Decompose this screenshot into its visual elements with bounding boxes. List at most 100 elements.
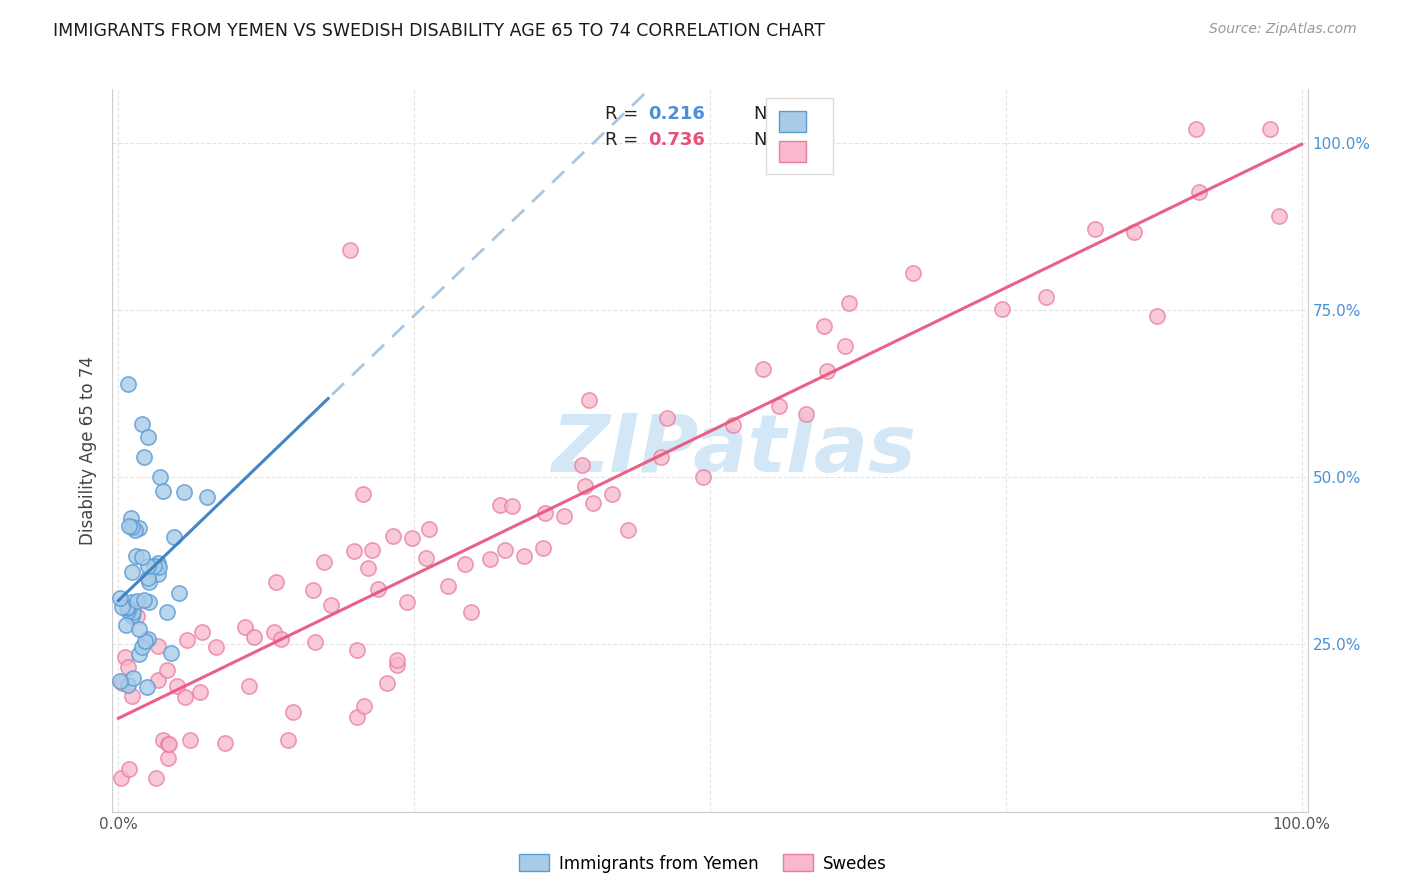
Point (134, 593, 156, 607)
Point (353, 487, 375, 501)
Point (152, 483, 174, 498)
Point (574, 479, 596, 493)
Point (117, 376, 139, 391)
Point (494, 543, 516, 558)
Point (321, 599, 343, 613)
Point (571, 458, 593, 472)
Point (357, 560, 380, 574)
Point (125, 594, 148, 608)
Text: Source: ZipAtlas.com: Source: ZipAtlas.com (1209, 22, 1357, 37)
Point (149, 470, 172, 484)
Point (131, 640, 153, 654)
Point (454, 557, 477, 571)
Point (600, 487, 623, 501)
Text: ZIPatlas: ZIPatlas (551, 411, 917, 490)
Point (343, 544, 366, 558)
Point (395, 595, 418, 609)
Point (148, 639, 170, 653)
Point (1123, 225, 1146, 239)
Point (346, 643, 368, 657)
Point (156, 605, 179, 619)
Point (134, 633, 156, 648)
Text: 0.216: 0.216 (648, 105, 704, 123)
Point (1035, 290, 1057, 304)
Point (650, 450, 672, 464)
Point (157, 737, 180, 751)
Point (128, 647, 150, 661)
Point (531, 541, 554, 555)
Point (1258, 122, 1281, 136)
Point (136, 632, 159, 647)
Point (375, 675, 398, 690)
Point (122, 605, 145, 619)
Point (657, 411, 679, 425)
Point (121, 608, 143, 623)
Point (1185, 122, 1208, 136)
Point (385, 658, 408, 673)
Point (124, 523, 146, 537)
Point (121, 520, 143, 534)
Point (381, 528, 404, 542)
Point (136, 571, 159, 585)
Point (188, 685, 211, 699)
Point (768, 400, 790, 414)
Point (131, 417, 153, 431)
Point (166, 679, 188, 693)
Text: R =: R = (606, 105, 644, 123)
Point (1084, 222, 1107, 236)
Text: 0.736: 0.736 (648, 131, 704, 149)
Legend: Immigrants from Yemen, Swedes: Immigrants from Yemen, Swedes (512, 847, 894, 880)
Point (501, 499, 523, 513)
Point (152, 733, 174, 747)
Point (148, 560, 170, 574)
Point (148, 556, 170, 570)
Point (117, 599, 139, 614)
Point (117, 678, 139, 692)
Point (205, 640, 228, 654)
Point (110, 675, 132, 690)
Point (582, 496, 605, 510)
Point (117, 600, 139, 615)
Point (815, 364, 838, 378)
Point (135, 680, 157, 694)
Point (110, 771, 132, 786)
Point (489, 498, 512, 512)
Point (243, 631, 266, 645)
Text: R =: R = (606, 131, 644, 149)
Point (813, 318, 835, 333)
Text: IMMIGRANTS FROM YEMEN VS SWEDISH DISABILITY AGE 65 TO 74 CORRELATION CHART: IMMIGRANTS FROM YEMEN VS SWEDISH DISABIL… (53, 22, 825, 40)
Point (179, 733, 201, 747)
Point (127, 609, 149, 624)
Point (143, 559, 166, 574)
Point (115, 618, 138, 632)
Point (460, 605, 482, 619)
Point (838, 295, 860, 310)
Point (121, 671, 143, 685)
Point (110, 673, 132, 688)
Point (721, 418, 744, 433)
Point (118, 762, 141, 776)
Point (117, 660, 139, 674)
Point (138, 575, 160, 590)
Point (513, 549, 536, 563)
Point (270, 632, 292, 646)
Point (134, 450, 156, 465)
Point (692, 470, 714, 484)
Point (160, 646, 183, 660)
Point (118, 519, 141, 533)
Point (991, 301, 1014, 316)
Text: 90: 90 (797, 131, 823, 149)
Point (173, 484, 195, 499)
Point (169, 585, 191, 599)
Point (339, 243, 361, 257)
Point (136, 558, 159, 573)
Point (121, 689, 143, 703)
Text: N =: N = (754, 131, 793, 149)
Point (145, 771, 167, 786)
Point (302, 582, 325, 597)
Point (361, 542, 384, 557)
Point (578, 393, 600, 408)
Point (120, 595, 142, 609)
Point (901, 266, 924, 280)
Point (108, 591, 131, 606)
